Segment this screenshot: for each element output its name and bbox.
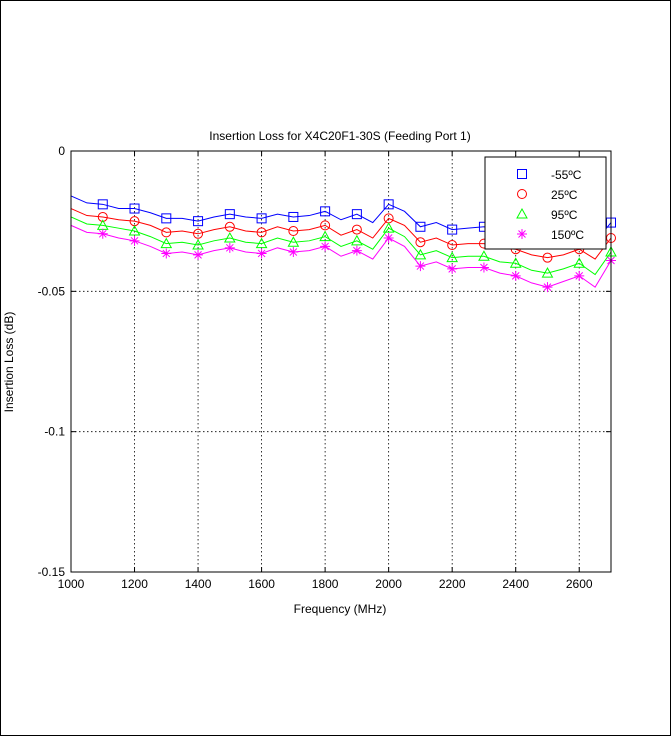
- series-line-2: [70, 208, 612, 260]
- y-axis-label: Insertion Loss (dB): [2, 312, 16, 413]
- data-point-4: [383, 233, 394, 244]
- data-point-3: [414, 248, 427, 260]
- data-point-2: [288, 225, 299, 236]
- y-tick-label: -0.1: [44, 425, 65, 439]
- data-point-4: [478, 262, 489, 273]
- data-point-3: [192, 238, 204, 250]
- x-tick-label: 1400: [185, 577, 212, 591]
- x-tick-label: 2600: [566, 577, 593, 591]
- data-point-1: [161, 213, 172, 224]
- data-point-3: [351, 234, 363, 246]
- legend-marker-1: [517, 169, 527, 179]
- data-point-4: [129, 235, 140, 246]
- x-tick-label: 1000: [58, 577, 85, 591]
- data-point-3: [541, 267, 554, 278]
- data-point-3: [223, 231, 236, 243]
- data-point-2: [351, 224, 362, 235]
- data-point-4: [351, 245, 362, 256]
- data-point-1: [383, 199, 394, 210]
- data-point-1: [224, 209, 235, 220]
- data-point-3: [255, 237, 268, 249]
- x-axis-label: Frequency (MHz): [294, 602, 387, 616]
- data-point-3: [382, 222, 395, 233]
- data-point-4: [288, 247, 299, 258]
- legend-marker-4: [517, 229, 527, 239]
- x-tick-label: 2200: [439, 577, 466, 591]
- data-point-4: [256, 248, 267, 259]
- data-point-3: [478, 250, 490, 261]
- legend: -55ºC 25ºC 95ºC 150ºC: [484, 156, 607, 250]
- data-point-1: [193, 216, 204, 227]
- data-point-2: [97, 211, 108, 222]
- data-point-1: [129, 203, 140, 214]
- data-point-1: [256, 213, 267, 224]
- data-point-3: [573, 257, 586, 268]
- legend-label-2: 25ºC: [551, 188, 578, 202]
- data-point-3: [128, 224, 141, 236]
- data-point-1: [415, 221, 426, 232]
- data-point-4: [447, 263, 458, 274]
- data-point-2: [161, 227, 172, 238]
- chart-title: Insertion Loss for X4C20F1-30S (Feeding …: [209, 129, 470, 143]
- data-point-1: [447, 224, 458, 235]
- data-point-3: [287, 236, 300, 247]
- data-point-2: [256, 227, 267, 238]
- series-line-4: [70, 224, 612, 288]
- data-point-2: [224, 221, 235, 232]
- y-tick-label: -0.05: [38, 284, 66, 298]
- data-point-2: [320, 220, 331, 231]
- y-tick-label: -0.15: [38, 565, 66, 579]
- data-point-4: [320, 241, 331, 252]
- data-point-3: [446, 251, 459, 263]
- legend-label-1: -55ºC: [551, 168, 582, 182]
- axes-frame: [70, 150, 612, 573]
- data-point-2: [193, 228, 204, 239]
- data-point-3: [509, 257, 522, 268]
- data-point-4: [97, 228, 108, 239]
- x-tick-label: 2000: [375, 577, 402, 591]
- x-tick-label: 1600: [248, 577, 275, 591]
- data-point-1: [351, 209, 362, 220]
- legend-label-4: 150ºC: [551, 228, 584, 242]
- data-point-1: [288, 211, 299, 222]
- legend-label-3: 95ºC: [551, 208, 578, 222]
- data-point-4: [161, 248, 172, 259]
- x-tick-label: 1800: [312, 577, 339, 591]
- legend-box: [484, 156, 607, 250]
- data-point-2: [415, 237, 426, 248]
- data-point-4: [193, 249, 204, 260]
- series-line-3: [70, 216, 612, 276]
- x-tick-label: 1200: [121, 577, 148, 591]
- data-point-1: [320, 206, 331, 217]
- data-point-1: [97, 199, 108, 210]
- data-point-4: [224, 242, 235, 253]
- y-tick-label: 0: [58, 144, 65, 158]
- legend-marker-2: [517, 189, 527, 199]
- data-point-2: [542, 252, 553, 263]
- data-point-4: [574, 270, 585, 281]
- data-point-2: [447, 240, 458, 251]
- data-point-3: [319, 230, 331, 242]
- data-point-4: [415, 261, 426, 272]
- legend-marker-3: [516, 207, 528, 219]
- data-point-3: [160, 237, 173, 249]
- data-point-4: [510, 270, 521, 281]
- data-point-4: [542, 282, 553, 293]
- x-tick-label: 2400: [502, 577, 529, 591]
